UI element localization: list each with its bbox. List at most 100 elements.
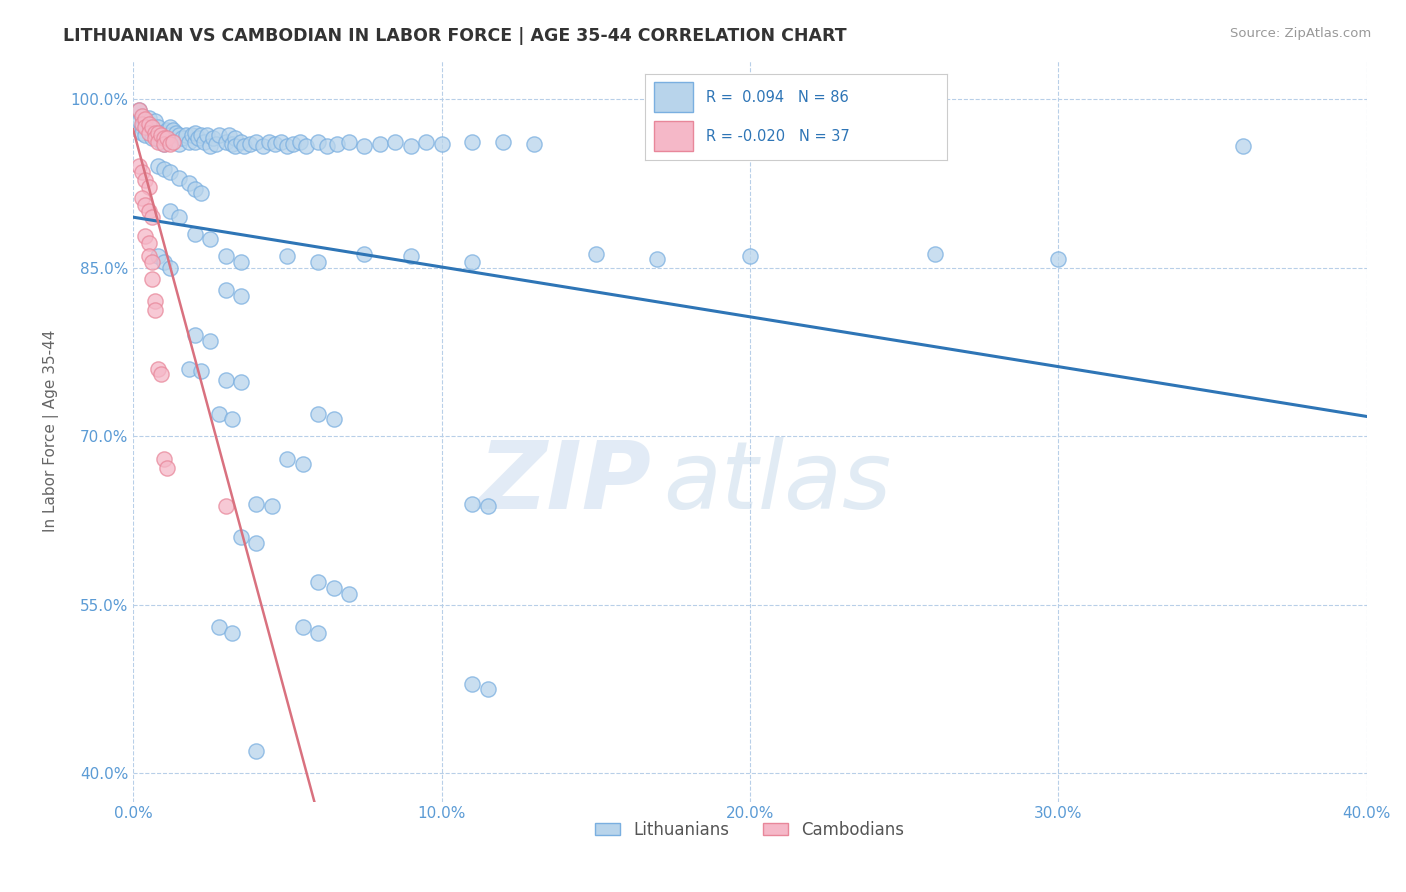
Point [270,135,292,149]
Point [252,139,274,153]
Point [322,412,344,426]
Point [193,135,215,149]
Point [146,361,169,376]
Point [233,139,256,153]
Point [1047,252,1070,266]
Point [146,160,169,174]
Point [264,136,287,151]
Point [134,173,156,187]
Point [229,376,252,390]
Point [134,128,156,142]
Point [461,135,484,149]
Point [159,128,181,142]
Point [415,135,437,149]
Point [138,235,160,250]
Point [156,131,179,145]
Point [141,210,163,224]
Point [239,136,262,151]
Y-axis label: In Labor Force | Age 35-44: In Labor Force | Age 35-44 [44,329,59,532]
Point [184,227,207,241]
Point [138,204,160,219]
Point [131,109,153,123]
Point [146,126,169,140]
Point [214,135,236,149]
Point [477,682,499,697]
Point [134,229,156,244]
Point [134,120,156,134]
Point [214,499,236,513]
Point [477,499,499,513]
Point [153,255,176,269]
Point [200,139,222,153]
Point [214,373,236,387]
Point [131,120,153,134]
Point [153,161,176,176]
Point [221,626,243,640]
Point [257,135,280,149]
Point [184,182,207,196]
Legend: Lithuanians, Cambodians: Lithuanians, Cambodians [589,814,911,846]
Point [162,123,184,137]
Point [128,114,150,128]
Point [149,135,172,149]
Point [208,620,231,634]
Point [200,334,222,348]
Text: ZIP: ZIP [478,436,651,529]
Point [146,249,169,263]
Point [307,135,329,149]
Point [461,255,484,269]
Point [430,136,453,151]
Point [245,744,267,758]
Point [461,676,484,690]
Point [322,581,344,595]
Point [141,255,163,269]
Point [208,407,231,421]
Point [141,272,163,286]
Point [353,247,375,261]
Point [143,114,166,128]
Point [368,136,391,151]
Point [245,497,267,511]
Point [172,131,194,145]
Point [190,186,212,201]
Point [229,530,252,544]
Point [149,368,172,382]
Point [146,120,169,134]
Point [169,128,191,142]
Point [195,128,218,142]
Point [399,139,422,153]
Point [138,117,160,131]
Point [177,176,200,190]
Point [131,165,153,179]
Point [200,232,222,246]
Point [143,123,166,137]
Point [134,197,156,211]
Point [156,123,179,137]
Point [138,117,160,131]
Point [138,111,160,125]
Point [295,139,318,153]
Point [153,136,176,151]
Point [214,249,236,263]
Point [224,139,246,153]
Point [523,136,546,151]
Point [143,126,166,140]
Point [276,249,298,263]
Point [134,114,156,128]
Point [283,136,305,151]
Point [149,128,172,142]
Point [229,135,252,149]
Point [169,210,191,224]
Point [218,128,240,142]
Text: atlas: atlas [664,437,891,528]
Point [291,620,314,634]
Point [141,131,163,145]
Point [131,191,153,205]
Point [461,497,484,511]
Point [647,252,669,266]
Point [162,135,184,149]
Point [180,128,202,142]
Point [134,112,156,127]
Point [146,135,169,149]
Point [131,117,153,131]
